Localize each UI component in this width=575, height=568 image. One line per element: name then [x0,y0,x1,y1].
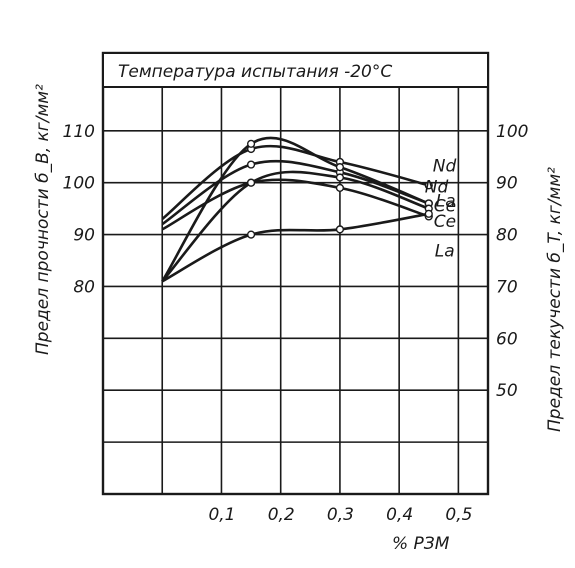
yield-series-label-ce: Ce [434,212,456,232]
y-left-tick-label: 90 [73,226,95,246]
yield-point-nd [246,139,256,148]
x-tick-label: 0,5 [445,505,472,525]
yield-point-ce [424,209,433,218]
y-right-tick-label: 100 [496,122,528,142]
tensile-point-ce [246,160,256,169]
x-tick-label: 0,4 [386,505,413,525]
tensile-point-la [335,183,345,192]
tensile-curve-ce [161,159,430,226]
y-left-tick-label: 110 [63,122,95,142]
y-right-tick-label: 90 [496,174,518,194]
y-right-tick-label: 60 [496,329,518,349]
tensile-curve-la [161,178,430,231]
yield-curve-nd [161,136,430,283]
curves [161,136,430,283]
x-tick-label: 0,1 [208,505,235,525]
yield-series-label-nd: Nd [425,177,449,197]
tensile-series-label-ce: Ce [434,196,456,216]
x-tick-label: 0,3 [327,505,354,525]
x-tick-label: 0,2 [268,505,295,525]
y-left-tick-labels: 80 90 100 110 [63,122,95,298]
yield-point-la [246,178,256,187]
chart-title: Температура испытания -20°С [118,62,392,82]
title-box [102,52,489,88]
y-left-axis-title: Предел прочности б_B, кг/мм² [33,84,53,355]
y-right-axis-title: Предел текучести б_T, кг/мм² [545,167,565,432]
tensile-curve-nd [161,144,430,221]
tensile-point-nd [424,181,433,190]
x-tick-labels: 0,1 0,2 0,3 0,4 0,5 [208,505,472,525]
y-right-tick-label: 80 [496,226,518,246]
yield-point-la [335,173,345,182]
x-axis-title: % РЗМ [392,534,450,554]
yield-point-nd [335,163,345,172]
yield-point-ce [246,230,256,239]
y-right-tick-label: 70 [496,277,518,297]
y-left-tick-label: 100 [63,174,95,194]
yield-curve-ce [161,212,430,283]
yield-series-label-la: La [436,192,456,212]
tensile-series-label-nd: Nd [433,156,457,176]
yield-curve-la [161,170,430,283]
tensile-series-label-la: La [435,241,455,261]
yield-point-ce [335,225,345,234]
y-left-tick-label: 80 [73,277,95,297]
y-right-tick-labels: 50 60 70 80 90 100 [496,122,528,401]
y-right-tick-label: 50 [496,381,518,401]
data-points [246,139,433,239]
